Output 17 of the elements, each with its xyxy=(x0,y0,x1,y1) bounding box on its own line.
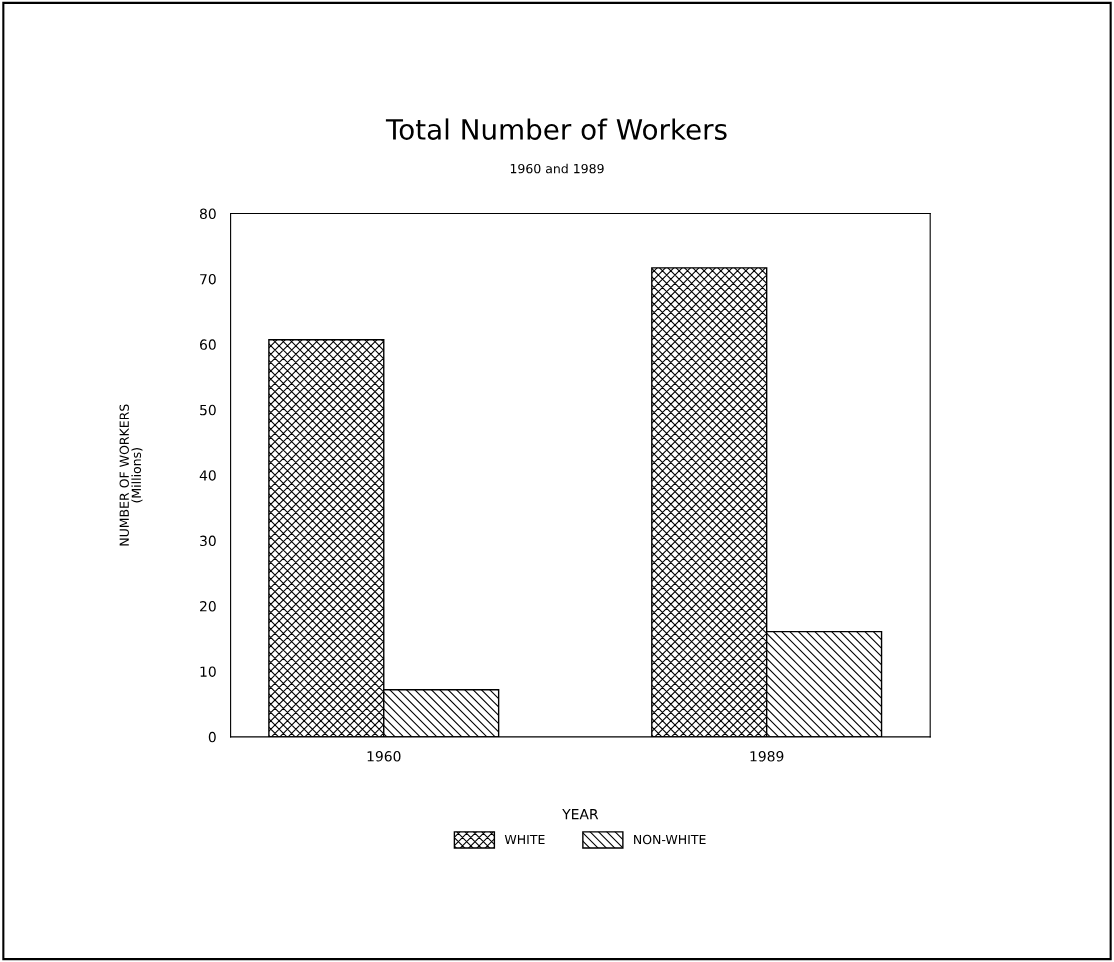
y-tick-label: 50 xyxy=(200,404,216,416)
y-tick-label: 40 xyxy=(199,470,216,481)
y-axis-title: NUMBER OF WORKERS (Millions) xyxy=(119,404,143,546)
x-tick-label: 1989 xyxy=(750,751,784,762)
y-tick-label: 80 xyxy=(199,208,216,220)
legend-label: WHITE xyxy=(504,834,545,844)
y-tick-label: 60 xyxy=(200,339,216,350)
legend-label: NON-WHITE xyxy=(634,834,706,845)
x-tick-label: 1960 xyxy=(367,751,401,762)
y-tick-label: 70 xyxy=(200,273,216,285)
chart-title: Total Number of Workers xyxy=(385,118,727,140)
chart-subtitle: 1960 and 1989 xyxy=(510,163,604,174)
y-tick-label: 10 xyxy=(200,666,216,677)
y-tick-label: 0 xyxy=(208,731,216,743)
y-tick-label: 20 xyxy=(200,601,216,612)
x-axis-title: YEAR xyxy=(562,809,599,820)
y-tick-label: 30 xyxy=(200,535,216,547)
